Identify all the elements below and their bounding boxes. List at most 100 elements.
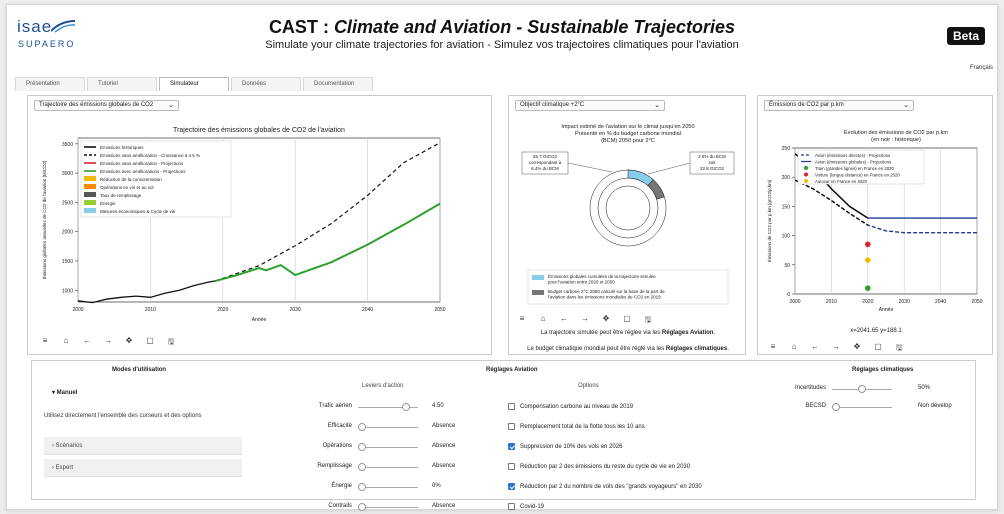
lever-slider-track[interactable]: [358, 483, 418, 491]
y-tick-label: 3500: [62, 142, 73, 148]
forward-arrow-icon[interactable]: →: [104, 336, 112, 345]
menu-icon[interactable]: ≡: [770, 342, 776, 351]
slider-handle[interactable]: [832, 403, 840, 411]
forward-arrow-icon[interactable]: →: [581, 314, 589, 323]
title-main: CAST :: [268, 17, 334, 37]
slider-handle[interactable]: [402, 403, 411, 411]
slider-handle[interactable]: [358, 463, 366, 471]
chart3-legend: Avion (émissions directes) - Projections…: [797, 149, 925, 185]
budget-chart[interactable]: Impact estimé de l'aviation sur le clima…: [512, 116, 744, 312]
zoom-rect-icon[interactable]: ▢: [146, 336, 154, 345]
option-label: Compensation carbone au niveau de 2019: [520, 403, 634, 410]
chart1-select[interactable]: Trajectoire des émissions globales de CO…: [34, 100, 179, 111]
y-tick-label: 2500: [62, 200, 73, 206]
checkbox-unchecked[interactable]: [508, 423, 515, 430]
lever-slider-track[interactable]: [358, 423, 418, 431]
legend-entry: Émissions sans amélioration - Projection…: [100, 160, 184, 166]
x-tick-label: 2030: [290, 307, 301, 313]
legend-entry: Taux de remplissage: [100, 193, 142, 198]
tab-donnees[interactable]: Données: [231, 77, 301, 91]
tab-simulateur[interactable]: Simulateur: [159, 77, 229, 91]
note1-link[interactable]: Réglages Aviation: [661, 330, 714, 336]
logo-bottom-text: SUPAERO: [18, 39, 76, 49]
y-tick-label: 1500: [62, 259, 73, 265]
lever-slider-track[interactable]: [358, 403, 418, 411]
checkbox-unchecked[interactable]: [508, 403, 515, 410]
home-icon[interactable]: ⌂: [540, 314, 546, 323]
pan-icon[interactable]: ✥: [602, 314, 610, 323]
note2-link[interactable]: Réglages climatiques: [665, 346, 728, 352]
option-checkbox-row[interactable]: Compensation carbone au niveau de 2019: [508, 403, 633, 410]
emissions-chart[interactable]: Trajectoire des émissions globales de CO…: [32, 116, 487, 326]
menu-icon[interactable]: ≡: [42, 336, 48, 345]
beta-badge: Beta: [946, 27, 985, 45]
forward-arrow-icon[interactable]: →: [832, 342, 840, 351]
language-selector[interactable]: Français: [969, 65, 993, 71]
home-icon[interactable]: ⌂: [791, 342, 797, 351]
zoom-rect-icon[interactable]: ▢: [623, 314, 631, 323]
mode-expert-toggle[interactable]: › Expert: [44, 459, 242, 477]
legend-entry: Avion (émissions directes) - Projections: [815, 153, 890, 158]
inner-ring-edge: [605, 185, 651, 231]
mode-manual-toggle[interactable]: ▾ Manuel: [52, 390, 78, 396]
title-italic: Climate and Aviation - Sustainable Traje…: [333, 17, 736, 37]
lever-slider-track[interactable]: [358, 463, 418, 471]
lever-label: Énergie: [331, 483, 352, 489]
mode-scenarios-toggle[interactable]: › Scénarios: [44, 437, 242, 455]
lever-slider-track[interactable]: [358, 443, 418, 451]
tab-tutoriel[interactable]: Tutoriel: [87, 77, 157, 91]
slider-handle[interactable]: [358, 443, 366, 451]
modes-title: Modes d'utilisation: [112, 367, 167, 373]
chart-panel-emissions: Trajectoire des émissions globales de CO…: [27, 95, 492, 355]
lever-slider-track[interactable]: [358, 503, 418, 511]
x-tick-label: 2040: [362, 307, 373, 313]
series-historic-0: [794, 179, 869, 226]
menu-icon[interactable]: ≡: [519, 314, 525, 323]
home-icon[interactable]: ⌂: [63, 336, 69, 345]
zoom-rect-icon[interactable]: ▢: [874, 342, 882, 351]
lever-slider-track[interactable]: [832, 403, 892, 411]
chart2-toolbar: ≡ ⌂ ← → ✥ ▢ 🖫: [517, 314, 653, 328]
checkbox-unchecked[interactable]: [508, 503, 515, 510]
back-arrow-icon[interactable]: ←: [83, 336, 91, 345]
pan-icon[interactable]: ✥: [853, 342, 861, 351]
outer-ring-inner-edge: [597, 177, 659, 239]
pan-icon[interactable]: ✥: [125, 336, 133, 345]
save-icon[interactable]: 🖫: [895, 343, 903, 352]
slider-handle[interactable]: [358, 503, 366, 511]
checkbox-unchecked[interactable]: [508, 463, 515, 470]
annotation-right-line: 2.6% du BCM: [698, 154, 726, 159]
annotation-left-leader: [567, 162, 613, 173]
tab-documentation[interactable]: Documentation: [303, 77, 373, 91]
chevron-down-icon: ⌄: [903, 102, 909, 109]
option-checkbox-row[interactable]: Covid-19: [508, 503, 544, 510]
chart3-title-line: Évolution des émissions de CO2 par p.km: [844, 129, 948, 136]
tab-presentation[interactable]: Présentation: [15, 77, 85, 91]
chart-panel-budget: Objectif climatique +2°C ⌄ Impact estimé …: [508, 95, 746, 355]
option-checkbox-row[interactable]: Suppression de 10% des vols en 2026: [508, 443, 622, 450]
chart2-title-line: Présenté en % du budget carbone mondial: [575, 131, 681, 137]
pkm-chart[interactable]: Évolution des émissions de CO2 par p.km(…: [761, 116, 991, 328]
slider-handle[interactable]: [358, 423, 366, 431]
checkbox-checked[interactable]: [508, 483, 515, 490]
save-icon[interactable]: 🖫: [167, 337, 175, 346]
back-arrow-icon[interactable]: ←: [560, 314, 568, 323]
slider-handle[interactable]: [358, 483, 366, 491]
chart3-select[interactable]: Émissions de CO2 par p.km ⌄: [764, 100, 914, 111]
annotation-right-line: soit: [708, 160, 716, 165]
slider-handle[interactable]: [858, 385, 866, 393]
lever-slider-track[interactable]: [832, 385, 892, 393]
legend-patch: [84, 192, 96, 197]
save-icon[interactable]: 🖫: [644, 315, 652, 324]
option-label: Réduction par 2 du nombre de vols des "g…: [520, 483, 702, 490]
option-checkbox-row[interactable]: Réduction par 2 des émissions du reste d…: [508, 463, 690, 470]
chart1-select-value: Trajectoire des émissions globales de CO…: [39, 102, 154, 108]
option-checkbox-row[interactable]: Réduction par 2 du nombre de vols des "g…: [508, 483, 702, 490]
page-subtitle: Simulate your climate trajectories for a…: [265, 39, 739, 51]
chart-panel-pkm: Émissions de CO2 par p.km ⌄ Évolution des…: [757, 95, 993, 355]
chart2-select[interactable]: Objectif climatique +2°C ⌄: [515, 100, 665, 111]
checkbox-checked[interactable]: [508, 443, 515, 450]
back-arrow-icon[interactable]: ←: [811, 342, 819, 351]
option-checkbox-row[interactable]: Remplacement total de la flotte tous les…: [508, 423, 645, 430]
chart1-legend: Émissions historiques Émissions sans amél…: [80, 140, 232, 218]
